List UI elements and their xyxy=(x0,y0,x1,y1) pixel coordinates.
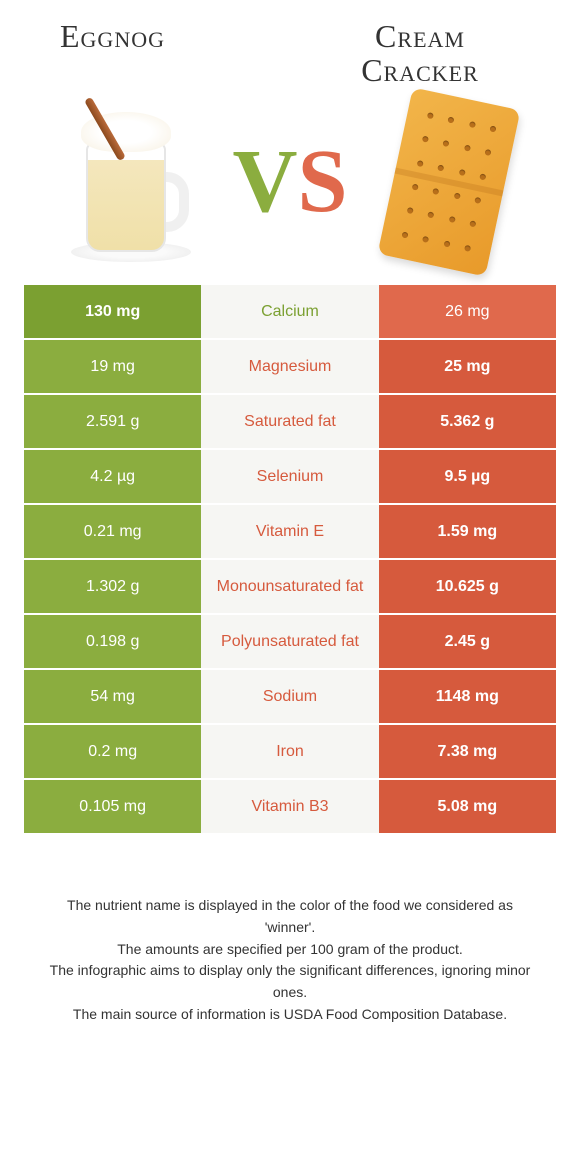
vs-s: S xyxy=(297,137,347,227)
vs-v: V xyxy=(232,137,297,227)
cell-left-value: 1.302 g xyxy=(24,560,201,615)
footnote-line: The main source of information is USDA F… xyxy=(40,1004,540,1026)
cell-nutrient-name: Selenium xyxy=(201,450,378,505)
vs-label: VS xyxy=(232,137,347,227)
cell-nutrient-name: Sodium xyxy=(201,670,378,725)
cell-nutrient-name: Calcium xyxy=(201,285,378,340)
title-left: Eggnog xyxy=(40,20,300,54)
hero-row: VS xyxy=(0,87,580,285)
cell-left-value: 2.591 g xyxy=(24,395,201,450)
cell-right-value: 26 mg xyxy=(379,285,556,340)
footnote-line: The infographic aims to display only the… xyxy=(40,960,540,1003)
cell-right-value: 25 mg xyxy=(379,340,556,395)
eggnog-illustration xyxy=(40,102,222,262)
header: Eggnog CreamCracker xyxy=(0,0,580,87)
table-row: 4.2 µgSelenium9.5 µg xyxy=(24,450,556,505)
cell-left-value: 0.2 mg xyxy=(24,725,201,780)
table-row: 130 mgCalcium26 mg xyxy=(24,285,556,340)
cracker-illustration xyxy=(358,97,540,267)
cell-nutrient-name: Monounsaturated fat xyxy=(201,560,378,615)
table-row: 0.2 mgIron7.38 mg xyxy=(24,725,556,780)
footnotes: The nutrient name is displayed in the co… xyxy=(0,895,580,1025)
cell-right-value: 5.362 g xyxy=(379,395,556,450)
footnote-line: The amounts are specified per 100 gram o… xyxy=(40,939,540,961)
cell-left-value: 130 mg xyxy=(24,285,201,340)
table-row: 1.302 gMonounsaturated fat10.625 g xyxy=(24,560,556,615)
nutrient-table: 130 mgCalcium26 mg19 mgMagnesium25 mg2.5… xyxy=(24,285,556,835)
cell-right-value: 1.59 mg xyxy=(379,505,556,560)
title-right: CreamCracker xyxy=(300,20,540,87)
cell-right-value: 7.38 mg xyxy=(379,725,556,780)
cell-left-value: 0.105 mg xyxy=(24,780,201,835)
cell-nutrient-name: Iron xyxy=(201,725,378,780)
table-row: 54 mgSodium1148 mg xyxy=(24,670,556,725)
cell-left-value: 4.2 µg xyxy=(24,450,201,505)
table-row: 0.105 mgVitamin B35.08 mg xyxy=(24,780,556,835)
table-row: 19 mgMagnesium25 mg xyxy=(24,340,556,395)
table-row: 0.198 gPolyunsaturated fat2.45 g xyxy=(24,615,556,670)
cell-nutrient-name: Vitamin E xyxy=(201,505,378,560)
table-row: 2.591 gSaturated fat5.362 g xyxy=(24,395,556,450)
cell-right-value: 9.5 µg xyxy=(379,450,556,505)
cell-left-value: 19 mg xyxy=(24,340,201,395)
footnote-line: The nutrient name is displayed in the co… xyxy=(40,895,540,938)
cell-right-value: 1148 mg xyxy=(379,670,556,725)
cell-right-value: 10.625 g xyxy=(379,560,556,615)
table-row: 0.21 mgVitamin E1.59 mg xyxy=(24,505,556,560)
cell-left-value: 0.21 mg xyxy=(24,505,201,560)
cell-nutrient-name: Polyunsaturated fat xyxy=(201,615,378,670)
cell-right-value: 2.45 g xyxy=(379,615,556,670)
cell-nutrient-name: Magnesium xyxy=(201,340,378,395)
cell-left-value: 0.198 g xyxy=(24,615,201,670)
cell-nutrient-name: Vitamin B3 xyxy=(201,780,378,835)
cell-right-value: 5.08 mg xyxy=(379,780,556,835)
cell-left-value: 54 mg xyxy=(24,670,201,725)
cell-nutrient-name: Saturated fat xyxy=(201,395,378,450)
